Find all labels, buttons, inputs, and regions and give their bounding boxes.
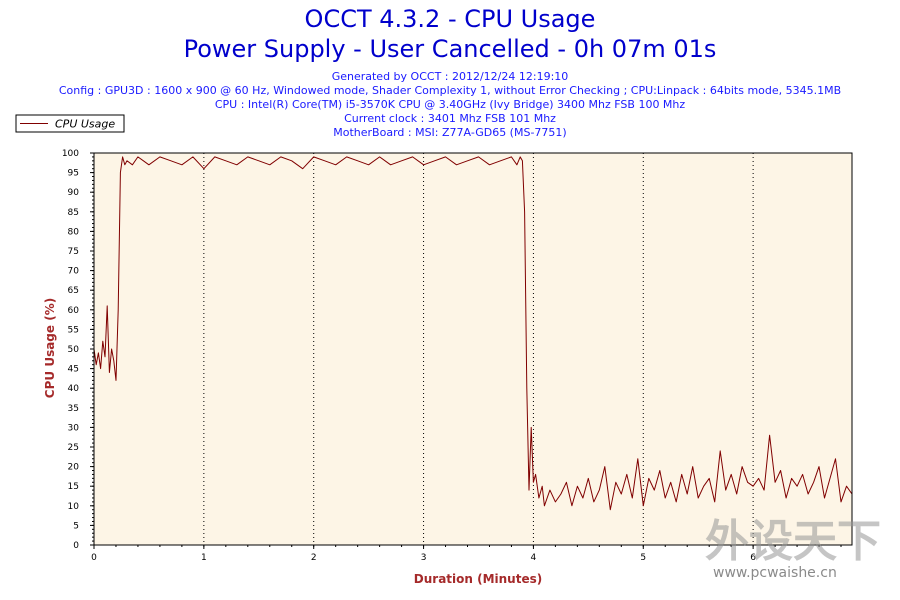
y-tick-label: 100 [62, 149, 79, 159]
y-tick-label: 90 [68, 188, 80, 198]
series-line-cpu-usage [93, 156, 853, 511]
y-tick-label: 85 [68, 208, 79, 218]
info-config: Config : GPU3D : 1600 x 900 @ 60 Hz, Win… [58, 84, 842, 97]
plot-area [94, 153, 852, 545]
x-tick-label: 0 [91, 553, 97, 563]
y-axis-title: CPU Usage (%) [43, 298, 57, 398]
chart-title: OCCT 4.3.2 - CPU Usage [304, 5, 596, 33]
x-tick-label: 3 [421, 553, 427, 563]
y-tick-label: 70 [68, 267, 80, 277]
chart-subtitle: Power Supply - User Cancelled - 0h 07m 0… [183, 35, 717, 63]
y-tick-label: 50 [68, 345, 80, 355]
y-tick-label: 5 [73, 521, 79, 531]
y-tick-label: 40 [68, 384, 80, 394]
y-tick-label: 30 [68, 423, 80, 433]
x-tick-label: 4 [531, 553, 537, 563]
info-generated: Generated by OCCT : 2012/12/24 12:19:10 [331, 70, 569, 83]
y-axis: 0 5 10 15 20 25 30 35 40 45 50 55 60 65 70 75 80 85 90 95 10… [62, 149, 94, 551]
y-tick-label: 0 [73, 541, 79, 551]
y-tick-label: 20 [68, 463, 80, 473]
x-axis-title: Duration (Minutes) [414, 572, 542, 586]
info-current-clock: Current clock : 3401 Mhz FSB 101 Mhz [344, 112, 556, 125]
x-tick-label: 6 [750, 553, 756, 563]
y-tick-label: 10 [68, 502, 80, 512]
watermark-logo: 外设天下 [705, 516, 881, 567]
grid-lines [203, 153, 754, 545]
y-tick-label: 80 [68, 227, 80, 237]
y-tick-label: 75 [68, 247, 79, 257]
legend: CPU Usage [15, 114, 125, 133]
plot-border [93, 152, 853, 546]
y-tick-label: 25 [68, 443, 79, 453]
legend-label: CPU Usage [55, 118, 115, 131]
y-tick-label: 15 [68, 482, 79, 492]
y-tick-label: 95 [68, 169, 79, 179]
legend-box [15, 114, 125, 133]
info-motherboard: MotherBoard : MSI: Z77A-GD65 (MS-7751) [333, 126, 567, 139]
y-tick-label: 45 [68, 365, 79, 375]
info-cpu: CPU : Intel(R) Core(TM) i5-3570K CPU @ 3… [214, 98, 686, 111]
y-tick-label: 35 [68, 404, 79, 414]
y-tick-label: 60 [68, 306, 80, 316]
x-tick-label: 5 [640, 553, 646, 563]
x-tick-label: 1 [201, 553, 207, 563]
watermark-url: www.pcwaishe.cn [713, 565, 837, 581]
x-tick-label: 2 [311, 553, 317, 563]
y-tick-label: 65 [68, 286, 79, 296]
y-tick-label: 55 [68, 325, 79, 335]
